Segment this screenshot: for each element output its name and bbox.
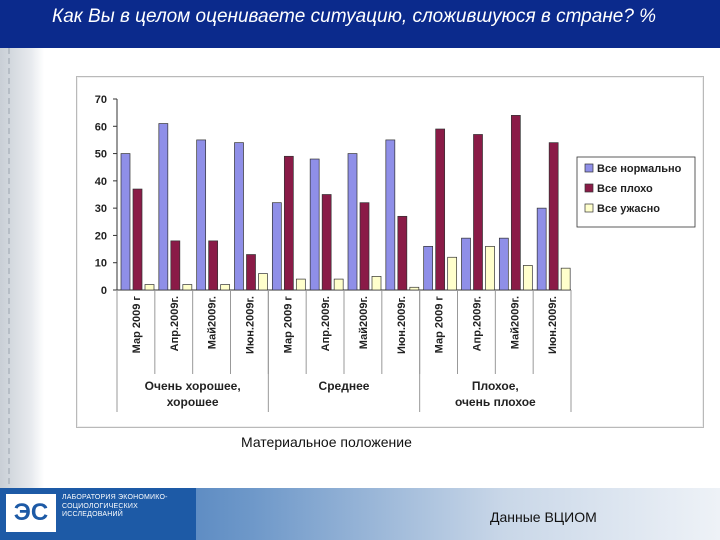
bar-2-3 bbox=[208, 240, 219, 291]
group-label: Среднее bbox=[319, 379, 370, 393]
bar-1-7 bbox=[347, 153, 358, 291]
legend-swatch bbox=[584, 203, 594, 213]
bar-3-11 bbox=[522, 265, 533, 291]
bar-2-10 bbox=[473, 134, 483, 291]
bar-3-4 bbox=[258, 273, 268, 291]
chart-caption: Материальное положение bbox=[241, 434, 412, 450]
category-label: Июн.2009г. bbox=[547, 296, 559, 354]
bar-1-12 bbox=[536, 207, 547, 291]
bar-3-2 bbox=[182, 284, 193, 291]
bar-2-12 bbox=[548, 142, 559, 291]
group-label: очень плохое bbox=[455, 395, 536, 409]
bar-3-3 bbox=[220, 284, 231, 291]
bar-3-1 bbox=[144, 284, 155, 291]
bar-2-1 bbox=[132, 188, 143, 291]
title-bar: Как Вы в целом оцениваете ситуацию, слож… bbox=[0, 0, 720, 48]
bar-1-6 bbox=[309, 158, 320, 291]
bar-2-5 bbox=[283, 155, 294, 291]
y-tick-label: 50 bbox=[95, 149, 107, 161]
chart-frame: 0 10 20 30 40 50 60 70 Мар 2009 г Апр.2009г. Май20… bbox=[76, 76, 704, 428]
bar-1-2 bbox=[158, 123, 169, 291]
group-label: хорошее bbox=[167, 395, 219, 409]
bar-1-3 bbox=[196, 139, 207, 291]
bar-1-10 bbox=[461, 237, 471, 291]
bar-2-9 bbox=[435, 128, 446, 291]
category-label: Май2009г. bbox=[358, 296, 370, 349]
legend-box bbox=[576, 156, 696, 228]
y-tick-label: 30 bbox=[95, 203, 107, 215]
bar-2-7 bbox=[359, 202, 370, 291]
bar-1-5 bbox=[271, 202, 282, 291]
bar-1-4 bbox=[234, 142, 244, 291]
bar-1-11 bbox=[498, 237, 509, 291]
bar-2-4 bbox=[246, 254, 256, 291]
background-decoration bbox=[0, 48, 44, 488]
bar-3-5 bbox=[295, 278, 306, 291]
category-label: Мар 2009 г bbox=[131, 296, 143, 354]
category-label: Июн.2009г. bbox=[244, 296, 256, 354]
category-label: Апр.2009г. bbox=[320, 296, 332, 351]
bar-3-7 bbox=[371, 276, 382, 291]
bar-2-2 bbox=[170, 240, 181, 291]
y-tick-label: 60 bbox=[95, 121, 107, 133]
category-label: Июн.2009г. bbox=[396, 296, 408, 354]
y-tick-label: 20 bbox=[95, 230, 107, 242]
legend-swatch bbox=[584, 183, 594, 193]
category-label: Мар 2009 г bbox=[282, 296, 294, 354]
legend-label: Все нормально bbox=[597, 163, 682, 175]
bar-3-12 bbox=[560, 267, 571, 291]
bar-1-8 bbox=[385, 139, 396, 291]
group-label: Очень хорошее, bbox=[145, 379, 241, 393]
bar-2-11 bbox=[510, 115, 521, 291]
bar-2-8 bbox=[397, 215, 408, 291]
bar-3-9 bbox=[447, 256, 458, 291]
bar-2-6 bbox=[321, 194, 332, 291]
bar-1-1 bbox=[120, 153, 131, 291]
category-label: Апр.2009г. bbox=[471, 296, 483, 351]
data-source: Данные ВЦИОМ bbox=[490, 509, 597, 525]
category-label: Мар 2009 г bbox=[434, 296, 446, 354]
legend-label: Все плохо bbox=[597, 183, 653, 195]
bar-3-8 bbox=[409, 286, 420, 291]
group-label: Плохое, bbox=[472, 379, 519, 393]
category-label: Апр.2009г. bbox=[169, 296, 181, 351]
logo-icon: ЭС bbox=[6, 494, 56, 532]
bar-1-9 bbox=[423, 245, 434, 291]
logo-text: ЛАБОРАТОРИЯ ЭКОНОМИКО-СОЦИОЛОГИЧЕСКИХ ИС… bbox=[62, 494, 168, 518]
y-tick-label: 0 bbox=[101, 285, 107, 297]
bar-3-10 bbox=[485, 245, 495, 291]
category-label: Май2009г. bbox=[207, 296, 219, 349]
legend-label: Все ужасно bbox=[597, 203, 660, 215]
y-tick-label: 40 bbox=[95, 176, 107, 188]
bar-chart: 0 10 20 30 40 50 60 70 Мар 2009 г Апр.2009г. Май20… bbox=[95, 94, 696, 412]
y-tick-label: 10 bbox=[95, 258, 107, 270]
y-tick-label: 70 bbox=[95, 94, 107, 106]
legend-swatch bbox=[584, 163, 594, 173]
slide-title: Как Вы в целом оцениваете ситуацию, слож… bbox=[52, 6, 657, 27]
bar-3-6 bbox=[333, 278, 344, 291]
category-label: Май2009г. bbox=[509, 296, 521, 349]
